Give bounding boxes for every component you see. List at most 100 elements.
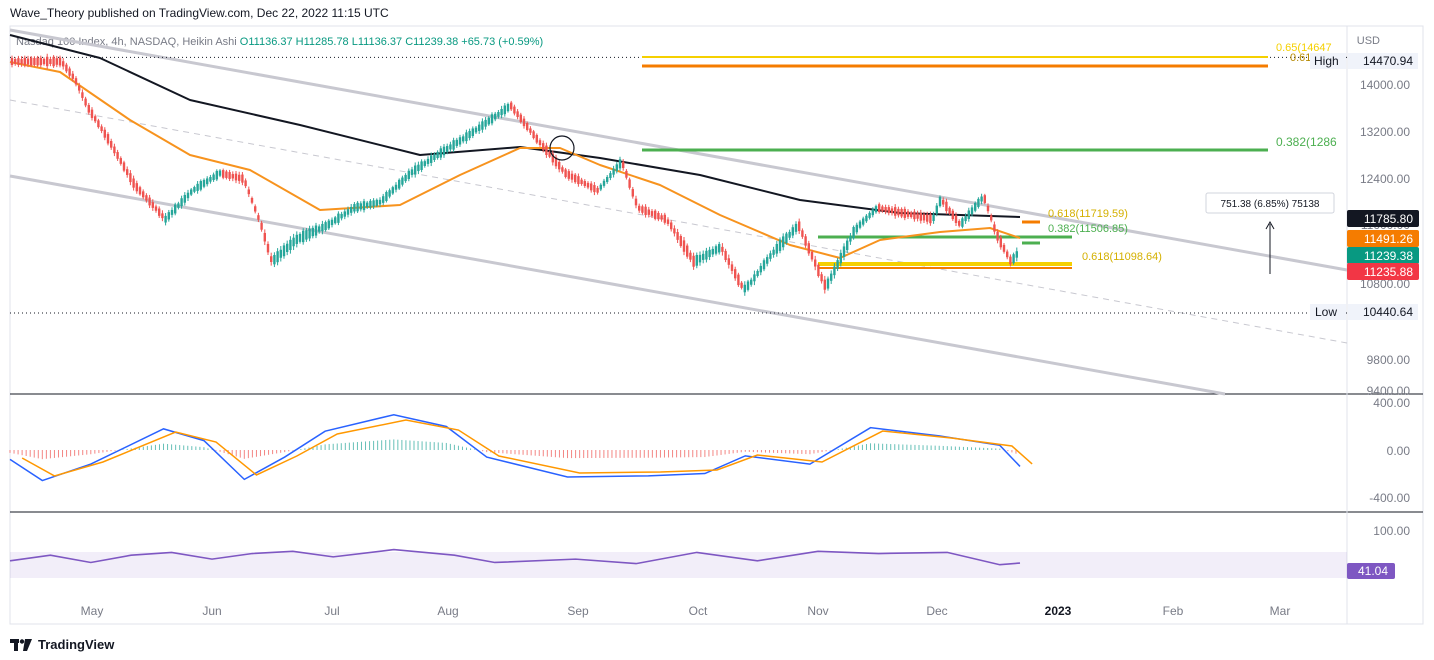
candle-body <box>78 85 81 91</box>
y-tick-label: 13200.00 <box>1360 125 1410 139</box>
candle-body <box>292 237 295 247</box>
candle-body <box>804 236 807 246</box>
candle-body <box>1002 244 1006 252</box>
candle-body <box>138 187 142 195</box>
candle-body <box>830 273 833 281</box>
candle-body <box>186 192 190 199</box>
candle-body <box>874 206 878 213</box>
candle-body <box>596 187 599 193</box>
candle-body <box>887 207 890 214</box>
candle-body <box>458 137 462 145</box>
candle-body <box>689 252 692 260</box>
fib-label: 0.65(14647 <box>1276 42 1332 54</box>
candle-body <box>321 223 324 232</box>
candle-body <box>993 224 996 232</box>
candle-body <box>570 173 574 180</box>
candle-body <box>650 211 654 216</box>
publisher-line: Wave_Theory published on TradingView.com… <box>10 6 389 20</box>
candle-body <box>705 250 708 260</box>
candle-body <box>426 158 430 164</box>
candle-body <box>23 57 26 66</box>
candle-body <box>68 68 71 76</box>
candle-body <box>209 176 212 182</box>
candle-body <box>897 208 900 216</box>
candle-body <box>462 136 465 142</box>
candle-body <box>718 244 721 253</box>
candle-body <box>154 206 158 211</box>
candle-body <box>298 233 302 242</box>
candle-body <box>356 202 359 212</box>
candle-body <box>260 222 263 230</box>
candle-body <box>58 57 62 66</box>
candle-body <box>452 140 455 150</box>
candle-body <box>423 161 426 166</box>
candle-body <box>84 98 87 106</box>
candle-body <box>497 112 500 117</box>
ema200-line <box>9 34 1021 218</box>
candle-body <box>692 255 695 267</box>
low-tag <box>1310 304 1346 320</box>
candle-body <box>193 187 196 192</box>
candle-body <box>814 259 817 267</box>
candle-body <box>167 212 170 220</box>
x-tick-label: Nov <box>807 604 828 618</box>
candle-body <box>177 203 180 208</box>
price-badge-label: 11491.26 <box>1364 232 1413 246</box>
candle-body <box>113 146 116 154</box>
candle-body <box>20 59 23 64</box>
candle-body <box>538 140 542 146</box>
candle-body <box>46 56 49 67</box>
candle-body <box>394 184 398 190</box>
candle-body <box>484 119 487 127</box>
candle-body <box>730 264 734 271</box>
candle-body <box>743 284 746 293</box>
candle-body <box>225 171 228 178</box>
candle-body <box>798 221 801 232</box>
candle-body <box>433 154 436 161</box>
candle-body <box>10 58 14 65</box>
y-tick-label: 9800.00 <box>1367 353 1411 367</box>
candle-body <box>721 246 724 252</box>
candle-body <box>103 129 106 138</box>
candle-body <box>836 260 839 269</box>
candle-body <box>577 176 580 185</box>
candle-body <box>839 252 842 264</box>
candle-body <box>807 243 810 254</box>
measure-box <box>1205 192 1335 214</box>
candle-body <box>599 184 602 190</box>
high-value-label: 14470.94 <box>1363 54 1413 68</box>
fib-label: 0.382(11506.85) <box>1048 223 1128 235</box>
candle-body <box>218 170 222 176</box>
candle-body <box>769 253 772 259</box>
candle-body <box>823 279 826 290</box>
candle-body <box>148 197 151 206</box>
candle-body <box>190 189 193 195</box>
candle-body <box>1015 251 1018 258</box>
candle-body <box>954 215 958 224</box>
candle-body <box>263 232 266 242</box>
candle-body <box>401 177 404 185</box>
candle-body <box>305 230 308 240</box>
macd-y-tick: -400.00 <box>1369 491 1410 505</box>
low-value-tag <box>1348 304 1418 320</box>
candle-body <box>196 183 199 191</box>
candle-body <box>782 236 785 248</box>
fib-label: 0.618(11719.59) <box>1048 208 1128 220</box>
candle-body <box>161 213 164 219</box>
candle-body <box>734 269 737 279</box>
candle-body <box>666 219 670 224</box>
candle-body <box>663 214 666 223</box>
candle-body <box>551 153 554 163</box>
rsi-value-label: 41.04 <box>1358 564 1388 578</box>
candle-body <box>378 199 382 205</box>
candle-body <box>878 204 881 213</box>
candle-body <box>526 123 529 130</box>
candle-body <box>753 274 756 282</box>
candle-body <box>855 224 858 233</box>
candle-body <box>644 206 647 216</box>
annotation-circle <box>549 135 575 161</box>
candle-body <box>110 140 113 148</box>
candle-body <box>542 143 545 150</box>
candle-body <box>49 59 52 64</box>
